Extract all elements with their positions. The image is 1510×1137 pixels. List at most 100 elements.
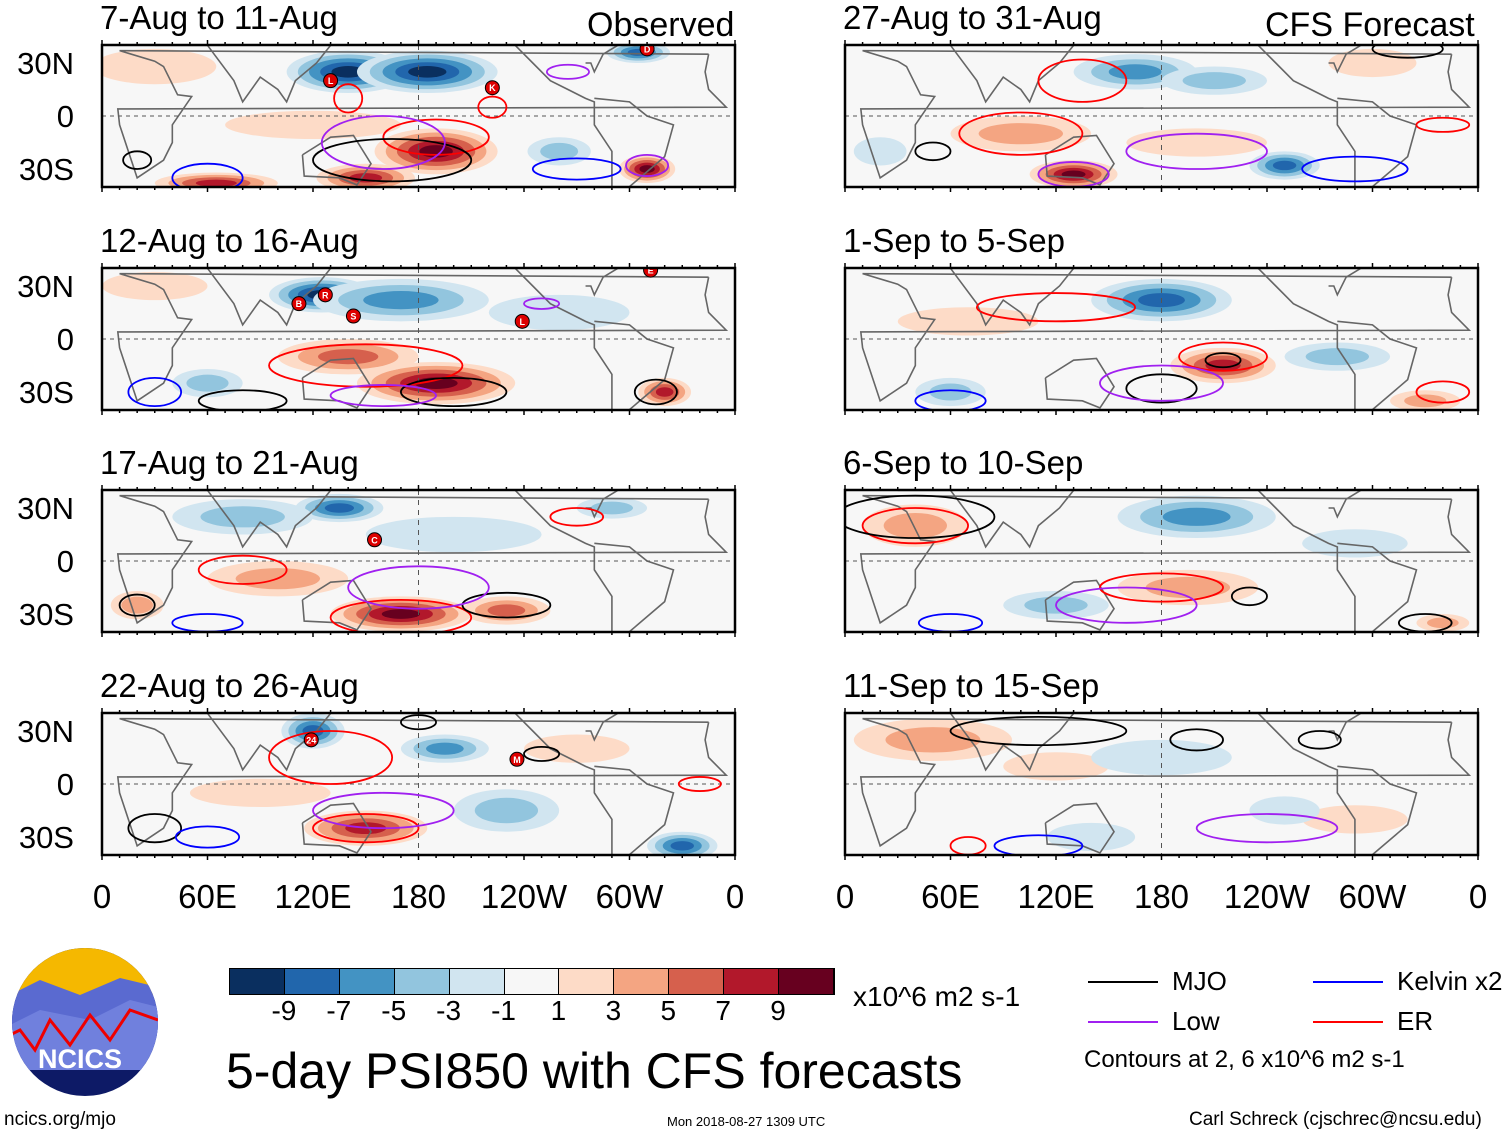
coastline	[514, 45, 613, 187]
kelvin-contour	[1301, 155, 1409, 183]
anomaly-shading	[189, 778, 331, 807]
low-contour	[1125, 132, 1268, 170]
map-panel	[843, 485, 1480, 637]
storm-icon	[323, 73, 339, 89]
lat-label: 0	[56, 99, 74, 134]
anomaly-shading	[1328, 48, 1417, 78]
coastline	[1328, 268, 1408, 297]
anomaly-shading	[365, 516, 542, 553]
lon-label: 120W	[480, 878, 568, 915]
storm-label: 24	[306, 735, 316, 745]
coastline	[154, 490, 332, 549]
coastline	[897, 45, 1075, 104]
lon-label: 180	[390, 878, 447, 915]
anomaly-shading	[474, 797, 539, 824]
mjo-contour	[122, 150, 153, 170]
anomaly-shading	[853, 137, 907, 166]
colorbar-swatch	[230, 969, 285, 994]
legend-line	[1088, 1021, 1158, 1023]
anomaly-shading	[331, 66, 365, 78]
mjo-contour	[1230, 586, 1268, 607]
coastline	[1328, 45, 1408, 74]
coastline	[1257, 713, 1356, 855]
colorbar-tick: -5	[381, 995, 407, 1026]
logo-text: NCICS	[38, 1044, 123, 1074]
panel-title: 1-Sep to 5-Sep	[843, 222, 1065, 259]
storm-label: E	[648, 266, 654, 276]
lat-label: 30S	[18, 597, 74, 632]
coastline	[116, 494, 729, 625]
map-panel: L K D	[100, 40, 737, 192]
legend-line	[1313, 1021, 1383, 1023]
colorbar-tick: -3	[436, 995, 462, 1026]
er-contour	[197, 554, 288, 585]
legend-label: ER	[1397, 1006, 1434, 1036]
coastline	[594, 542, 675, 632]
er-contour	[382, 118, 490, 156]
low-contour	[1099, 364, 1224, 402]
colorbar-swatch	[449, 969, 505, 994]
er-contour	[975, 292, 1137, 323]
contour-note: Contours at 2, 6 x10^6 m2 s-1	[1084, 1046, 1405, 1073]
mjo-contour	[845, 494, 996, 539]
colorbar-tick: -7	[326, 995, 352, 1026]
colorbar-swatch	[394, 969, 450, 994]
lat-label: 30N	[17, 269, 74, 304]
anomaly-shading	[885, 727, 981, 753]
anomaly-shading	[524, 734, 630, 763]
coastline	[116, 717, 729, 848]
mjo-contour	[1169, 728, 1224, 752]
anomaly-shading	[381, 609, 421, 619]
anomaly-shading	[1302, 529, 1408, 558]
anomaly-shading	[1162, 507, 1231, 526]
lon-label: 60E	[921, 878, 980, 915]
anomaly-shading	[1272, 160, 1297, 171]
anomaly-shading	[1182, 72, 1246, 90]
anomaly-shading	[1205, 359, 1241, 372]
anomaly-shading	[655, 387, 674, 397]
colorbar-tick: 1	[550, 995, 567, 1026]
lon-label: 120W	[1223, 878, 1311, 915]
er-contour	[958, 111, 1084, 156]
coastline	[514, 268, 613, 410]
coastline	[116, 272, 729, 403]
mjo-contour	[914, 141, 952, 162]
map-panel	[843, 40, 1480, 192]
map-panel	[843, 708, 1480, 860]
legend-label: Low	[1172, 1006, 1220, 1036]
anomaly-shading	[670, 841, 694, 851]
low-contour	[523, 297, 561, 310]
coastline	[585, 713, 665, 742]
mjo-contour	[118, 593, 156, 617]
coastline	[301, 134, 372, 186]
er-contour	[477, 95, 508, 119]
storm-icon	[345, 308, 361, 324]
kelvin-contour	[993, 834, 1084, 855]
er-contour	[1178, 341, 1268, 372]
lon-label: 60W	[595, 878, 664, 915]
site-link[interactable]: ncics.org/mjo	[4, 1109, 116, 1130]
anomaly-shading	[883, 512, 947, 539]
anomaly-shading	[225, 110, 401, 139]
mjo-contour	[1204, 352, 1242, 369]
coastline	[594, 320, 675, 410]
lon-label: 0	[725, 878, 745, 915]
colorbar-tick: 3	[605, 995, 622, 1026]
lon-label: 0	[92, 878, 112, 915]
anomaly-shading	[121, 596, 153, 614]
er-contour	[329, 598, 473, 632]
kelvin-contour	[127, 376, 183, 408]
anomaly-shading	[1061, 170, 1086, 179]
anomaly-shading	[363, 291, 439, 310]
map-panel	[843, 263, 1480, 415]
anomaly-shading	[1145, 576, 1231, 599]
mjo-contour	[633, 378, 678, 406]
storm-icon	[643, 268, 659, 278]
map-panel: 24 M	[100, 708, 737, 860]
mjo-contour	[1125, 373, 1198, 404]
coastline	[897, 713, 1075, 772]
anomaly-shading	[1108, 64, 1162, 80]
colorbar-swatch	[724, 969, 780, 994]
colorbar-swatch	[779, 969, 834, 994]
coastline	[154, 268, 332, 327]
